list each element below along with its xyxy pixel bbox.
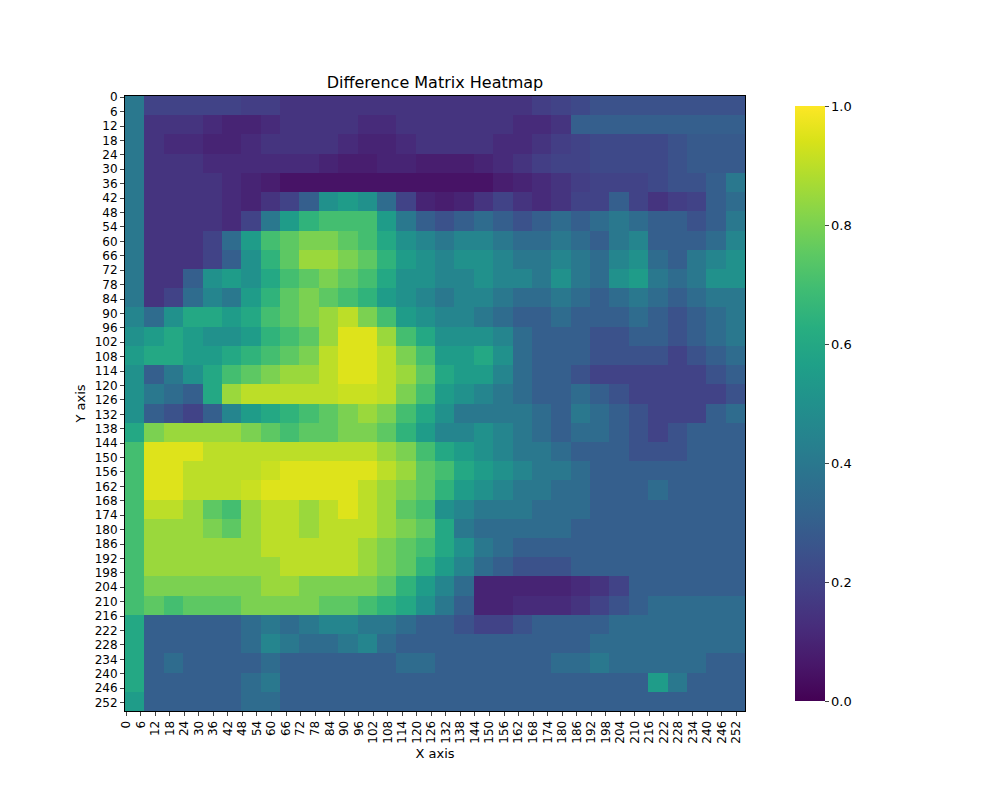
svg-text:Y axis: Y axis bbox=[73, 384, 88, 423]
svg-text:108: 108 bbox=[95, 350, 118, 364]
svg-text:126: 126 bbox=[95, 393, 118, 407]
svg-text:216: 216 bbox=[95, 609, 118, 623]
svg-text:114: 114 bbox=[95, 364, 118, 378]
svg-text:210: 210 bbox=[628, 721, 642, 744]
svg-text:60: 60 bbox=[102, 235, 117, 249]
svg-text:156: 156 bbox=[95, 465, 118, 479]
svg-text:Difference Matrix Heatmap: Difference Matrix Heatmap bbox=[327, 73, 544, 92]
svg-text:30: 30 bbox=[192, 721, 206, 736]
svg-text:84: 84 bbox=[102, 292, 117, 306]
svg-text:198: 198 bbox=[95, 566, 118, 580]
svg-text:1.0: 1.0 bbox=[831, 99, 852, 114]
svg-text:108: 108 bbox=[381, 721, 395, 744]
svg-text:228: 228 bbox=[671, 721, 685, 744]
svg-text:186: 186 bbox=[570, 721, 584, 744]
svg-text:240: 240 bbox=[95, 667, 118, 681]
svg-text:54: 54 bbox=[250, 721, 264, 736]
svg-text:66: 66 bbox=[102, 249, 117, 263]
svg-text:126: 126 bbox=[424, 721, 438, 744]
svg-text:18: 18 bbox=[163, 721, 177, 736]
svg-text:102: 102 bbox=[366, 721, 380, 744]
svg-text:138: 138 bbox=[453, 721, 467, 744]
svg-text:156: 156 bbox=[497, 721, 511, 744]
svg-text:66: 66 bbox=[279, 721, 293, 736]
svg-text:42: 42 bbox=[102, 191, 117, 205]
svg-text:120: 120 bbox=[410, 721, 424, 744]
svg-text:0: 0 bbox=[110, 90, 118, 104]
svg-text:42: 42 bbox=[221, 721, 235, 736]
svg-text:168: 168 bbox=[526, 721, 540, 744]
svg-text:204: 204 bbox=[95, 580, 118, 594]
svg-text:X axis: X axis bbox=[415, 746, 454, 761]
svg-text:72: 72 bbox=[102, 263, 117, 277]
svg-text:72: 72 bbox=[293, 721, 307, 736]
svg-text:198: 198 bbox=[599, 721, 613, 744]
svg-text:114: 114 bbox=[395, 721, 409, 744]
svg-text:90: 90 bbox=[337, 721, 351, 736]
svg-text:192: 192 bbox=[95, 552, 118, 566]
svg-text:0.2: 0.2 bbox=[831, 575, 852, 590]
svg-text:0.4: 0.4 bbox=[831, 456, 852, 471]
svg-text:120: 120 bbox=[95, 379, 118, 393]
svg-text:102: 102 bbox=[95, 335, 118, 349]
svg-text:138: 138 bbox=[95, 422, 118, 436]
svg-text:252: 252 bbox=[95, 696, 118, 710]
svg-text:228: 228 bbox=[95, 638, 118, 652]
svg-text:234: 234 bbox=[95, 653, 118, 667]
svg-text:192: 192 bbox=[584, 721, 598, 744]
svg-text:0.6: 0.6 bbox=[831, 337, 852, 352]
svg-text:36: 36 bbox=[102, 177, 117, 191]
svg-text:6: 6 bbox=[134, 721, 148, 729]
svg-text:180: 180 bbox=[555, 721, 569, 744]
svg-text:162: 162 bbox=[95, 480, 118, 494]
svg-text:186: 186 bbox=[95, 537, 118, 551]
svg-text:78: 78 bbox=[102, 278, 117, 292]
svg-text:246: 246 bbox=[95, 681, 118, 695]
svg-text:54: 54 bbox=[102, 220, 117, 234]
svg-text:48: 48 bbox=[102, 206, 117, 220]
svg-text:96: 96 bbox=[352, 721, 366, 736]
svg-text:234: 234 bbox=[686, 721, 700, 744]
svg-text:180: 180 bbox=[95, 523, 118, 537]
svg-text:36: 36 bbox=[206, 721, 220, 736]
svg-text:96: 96 bbox=[102, 321, 117, 335]
svg-text:90: 90 bbox=[102, 307, 117, 321]
svg-text:0.0: 0.0 bbox=[831, 694, 852, 709]
svg-text:144: 144 bbox=[95, 436, 118, 450]
svg-text:48: 48 bbox=[235, 721, 249, 736]
svg-text:150: 150 bbox=[95, 451, 118, 465]
svg-text:132: 132 bbox=[95, 408, 118, 422]
svg-text:30: 30 bbox=[102, 162, 117, 176]
svg-text:168: 168 bbox=[95, 494, 118, 508]
svg-text:78: 78 bbox=[308, 721, 322, 736]
svg-text:12: 12 bbox=[148, 721, 162, 736]
svg-text:18: 18 bbox=[102, 134, 117, 148]
svg-text:246: 246 bbox=[715, 721, 729, 744]
svg-text:150: 150 bbox=[482, 721, 496, 744]
svg-text:162: 162 bbox=[511, 721, 525, 744]
svg-text:174: 174 bbox=[541, 721, 555, 744]
svg-text:204: 204 bbox=[613, 721, 627, 744]
svg-text:222: 222 bbox=[95, 624, 118, 638]
svg-text:210: 210 bbox=[95, 595, 118, 609]
svg-text:144: 144 bbox=[468, 721, 482, 744]
svg-text:24: 24 bbox=[177, 721, 191, 736]
svg-text:6: 6 bbox=[110, 105, 118, 119]
svg-text:216: 216 bbox=[642, 721, 656, 744]
svg-text:252: 252 bbox=[729, 721, 743, 744]
svg-text:0.8: 0.8 bbox=[831, 218, 852, 233]
svg-text:24: 24 bbox=[102, 148, 117, 162]
svg-text:12: 12 bbox=[102, 119, 117, 133]
svg-text:240: 240 bbox=[700, 721, 714, 744]
svg-text:60: 60 bbox=[264, 721, 278, 736]
svg-text:222: 222 bbox=[657, 721, 671, 744]
svg-text:0: 0 bbox=[119, 721, 133, 729]
svg-text:84: 84 bbox=[323, 721, 337, 736]
svg-text:174: 174 bbox=[95, 508, 118, 522]
svg-text:132: 132 bbox=[439, 721, 453, 744]
